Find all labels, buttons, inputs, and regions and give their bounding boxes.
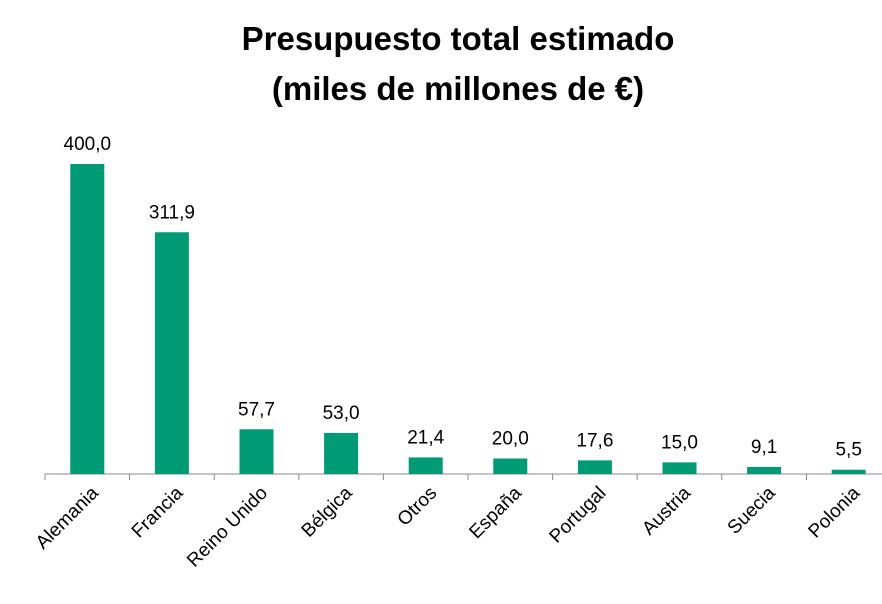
bar — [408, 457, 443, 474]
data-label: 57,7 — [238, 399, 275, 420]
data-label: 53,0 — [323, 403, 360, 424]
data-label: 15,0 — [661, 432, 698, 453]
bar — [70, 164, 105, 474]
x-tick-label: Alemania — [32, 482, 103, 553]
data-label: 400,0 — [64, 134, 112, 155]
x-tick-label: Francia — [128, 482, 188, 542]
bar — [747, 466, 782, 474]
data-label: 5,5 — [835, 440, 861, 461]
bar — [662, 462, 697, 474]
x-tick-label: Suecia — [724, 482, 780, 538]
chart-title: Presupuesto total estimado — [242, 20, 675, 57]
bar — [154, 232, 189, 474]
data-label: 20,0 — [492, 429, 529, 450]
bar — [239, 429, 274, 474]
chart-title: (miles de millones de €) — [272, 70, 644, 107]
data-label: 21,4 — [407, 427, 444, 448]
bar — [831, 469, 866, 474]
bar — [577, 460, 612, 474]
x-tick-label: Bélgica — [298, 482, 357, 541]
data-label: 9,1 — [751, 437, 777, 458]
x-tick-label: Portugal — [546, 483, 611, 548]
x-tick-label: Reino Unido — [183, 483, 272, 572]
x-tick-label: Otros — [394, 483, 442, 531]
x-tick-label: España — [465, 482, 526, 543]
data-label: 17,6 — [576, 430, 613, 451]
x-tick-label: Austria — [638, 482, 695, 539]
x-tick-label: Polonia — [805, 482, 865, 542]
data-label: 311,9 — [149, 202, 195, 223]
bar — [324, 432, 359, 474]
bar — [493, 458, 528, 474]
